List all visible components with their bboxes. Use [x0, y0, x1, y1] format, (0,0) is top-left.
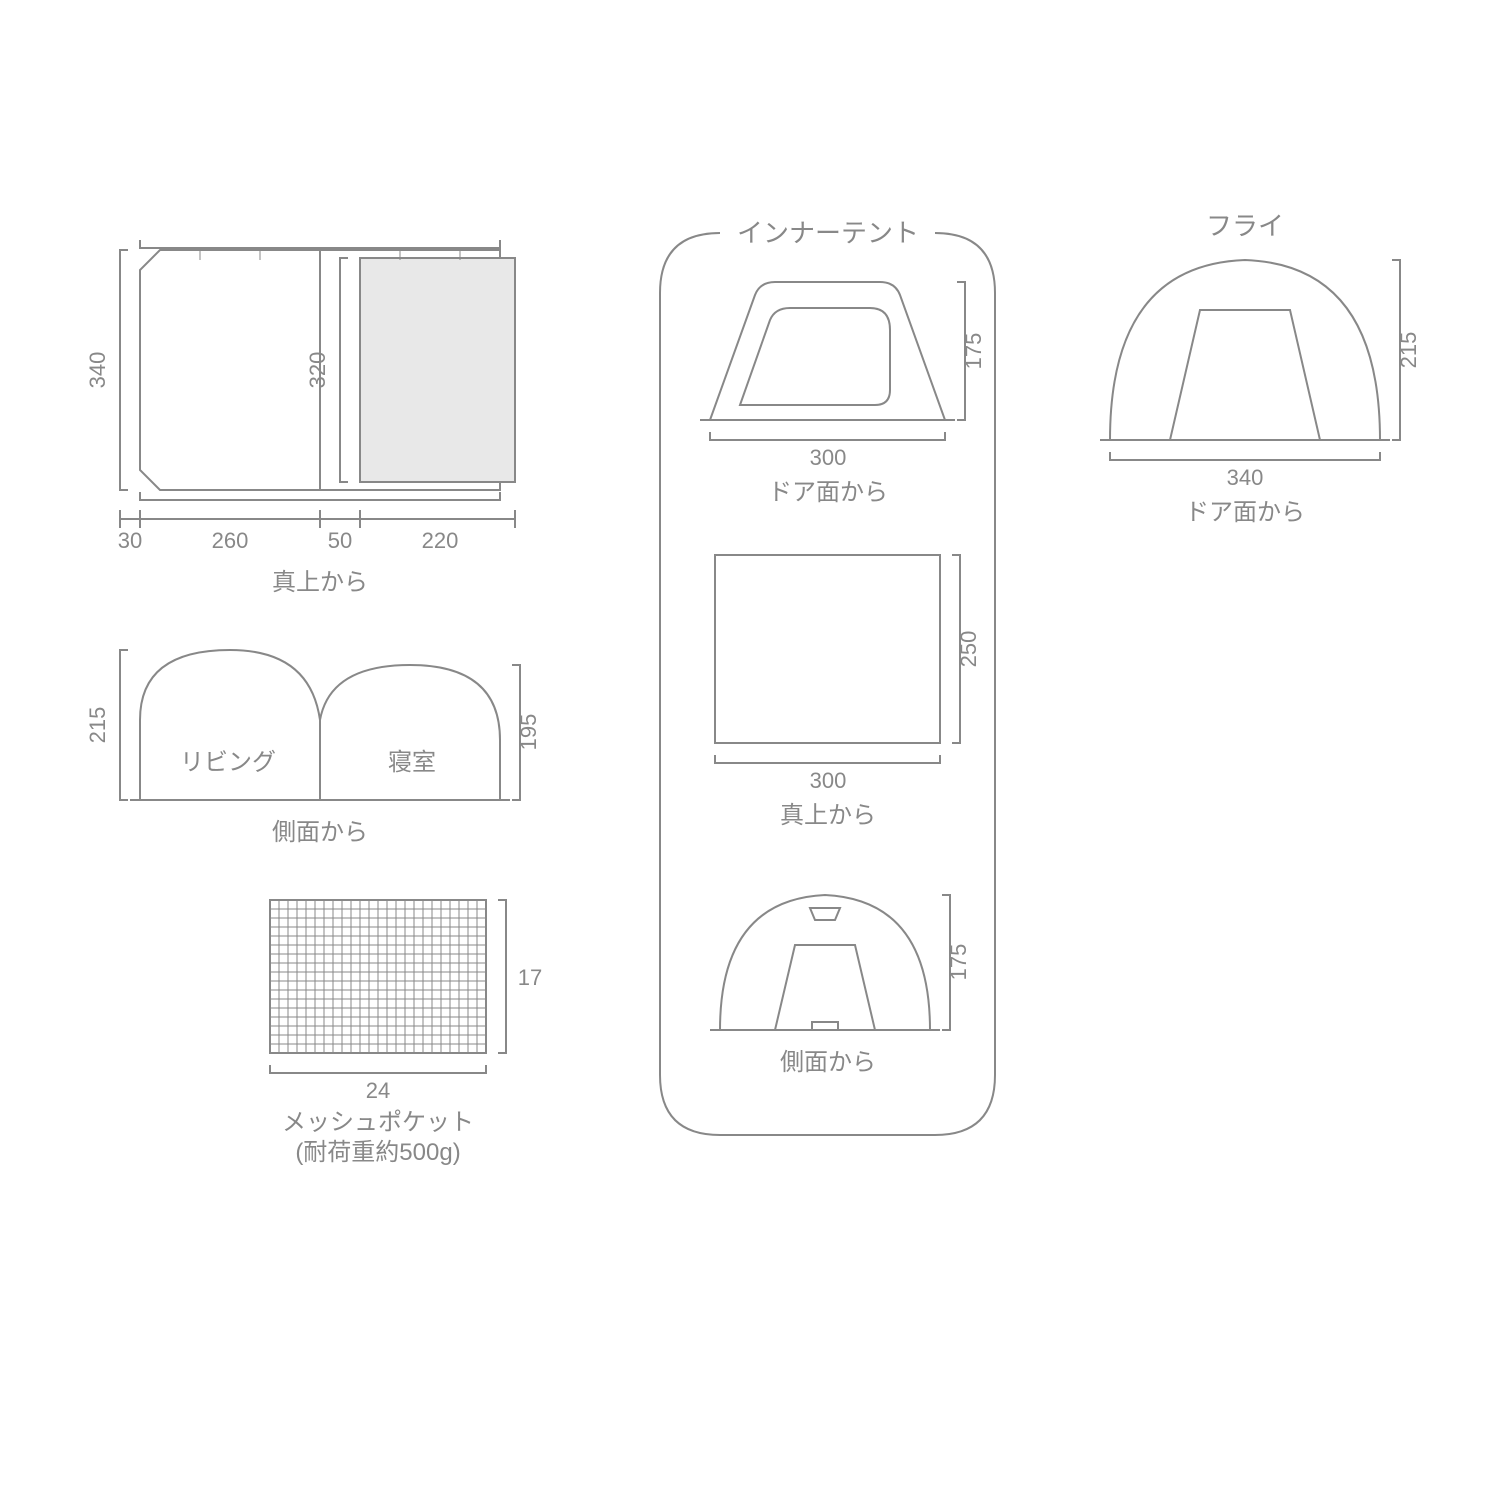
inner-tent-group: インナーテント 300 175 ドア面から 300 250 真上から [660, 218, 995, 1135]
side-view-label: 側面から [272, 819, 368, 846]
room-bedroom: 寝室 [388, 749, 436, 776]
inner-door-view: 300 175 ドア面から [700, 282, 986, 506]
side-elevation: 215 195 リビング 寝室 側面から [85, 650, 541, 846]
dim-50: 50 [328, 528, 352, 553]
mesh-pocket: 17 24 メッシュポケット (耐荷重約500g) [270, 900, 542, 1166]
dim-215: 215 [85, 707, 110, 744]
dim-260: 260 [212, 528, 249, 553]
dim-320: 320 [305, 352, 330, 389]
inner-top-view: 300 250 真上から [715, 555, 981, 829]
fly-group: フライ 340 215 ドア面から [1100, 211, 1421, 526]
inner-side-h: 175 [946, 944, 971, 981]
inner-side-label: 側面から [780, 1049, 876, 1076]
inner-side-view: 175 側面から [710, 895, 971, 1076]
fly-label: ドア面から [1185, 499, 1305, 526]
room-living: リビング [180, 749, 276, 776]
mesh-label-2: (耐荷重約500g) [295, 1139, 460, 1166]
fly-w: 340 [1227, 465, 1264, 490]
top-plan-label: 真上から [272, 569, 368, 596]
inner-door-label: ドア面から [768, 479, 888, 506]
top-plan-view: 340 320 30 260 50 220 真上から [85, 240, 515, 596]
inner-door-w: 300 [810, 445, 847, 470]
dim-30: 30 [118, 528, 142, 553]
inner-top-w: 300 [810, 768, 847, 793]
fly-h: 215 [1396, 332, 1421, 369]
dim-17: 17 [518, 965, 542, 990]
dim-340: 340 [85, 352, 110, 389]
inner-door-h: 175 [961, 333, 986, 370]
fly-title: フライ [1206, 211, 1284, 241]
dim-220: 220 [422, 528, 459, 553]
inner-tent-title: インナーテント [737, 218, 919, 248]
inner-top-h: 250 [956, 631, 981, 668]
mesh-label-1: メッシュポケット [282, 1109, 474, 1136]
dim-24: 24 [366, 1078, 390, 1103]
dim-195: 195 [516, 714, 541, 751]
inner-top-label: 真上から [780, 802, 876, 829]
